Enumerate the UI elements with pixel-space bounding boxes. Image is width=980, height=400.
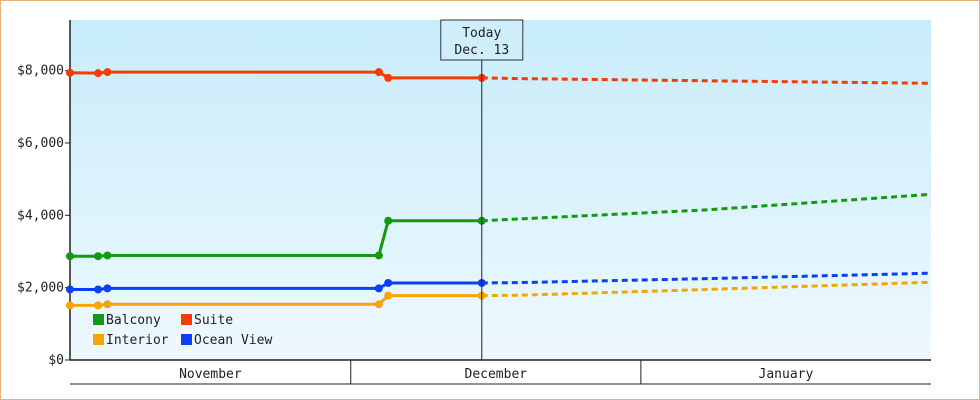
y-tick-label: $0 [48,353,64,368]
legend-label-balcony: Balcony [106,313,161,328]
y-tick-label: $8,000 [17,64,64,79]
forecast-line-balcony [481,192,932,223]
data-point-interior [384,291,393,300]
data-point-balcony [384,216,393,225]
data-point-interior [66,301,74,310]
legend-label-suite: Suite [194,313,233,328]
forecast-line-ocean-view [481,271,932,285]
data-point-suite [66,68,74,77]
legend-label-ocean-view: Ocean View [194,333,272,348]
data-point-balcony [374,251,383,260]
today-box [440,19,524,61]
forecast-line-interior [481,280,932,298]
series-line-interior [70,294,482,307]
y-tick-label: $4,000 [17,208,64,223]
data-point-balcony [103,251,112,260]
series-line-balcony [70,219,482,258]
data-point-balcony [66,252,74,261]
data-point-interior [94,301,103,310]
series-line-ocean-view [70,281,482,291]
legend-swatch-interior [93,334,104,345]
month-label: November [179,367,242,382]
data-point-suite [384,73,393,82]
month-label: January [759,367,814,382]
data-point-ocean-view [384,278,393,287]
data-point-interior [103,300,112,309]
data-point-interior [374,300,383,309]
data-point-ocean-view [374,284,383,293]
data-point-ocean-view [66,285,74,294]
data-point-suite [374,68,383,77]
series-line-suite [69,70,482,80]
data-point-suite [94,69,103,78]
forecast-line-suite [481,76,932,85]
y-tick-label: $6,000 [17,136,64,151]
legend-swatch-ocean-view [181,334,192,345]
today-date: Dec. 13 [454,43,509,58]
legend-swatch-suite [181,314,192,325]
data-point-ocean-view [103,284,112,293]
data-point-balcony [94,252,103,261]
today-label: Today [462,26,501,41]
legend-swatch-balcony [93,314,104,325]
month-label: December [465,367,528,382]
legend-label-interior: Interior [106,333,169,348]
y-tick-label: $2,000 [17,281,64,296]
data-point-suite [103,68,112,77]
data-point-ocean-view [94,285,103,294]
